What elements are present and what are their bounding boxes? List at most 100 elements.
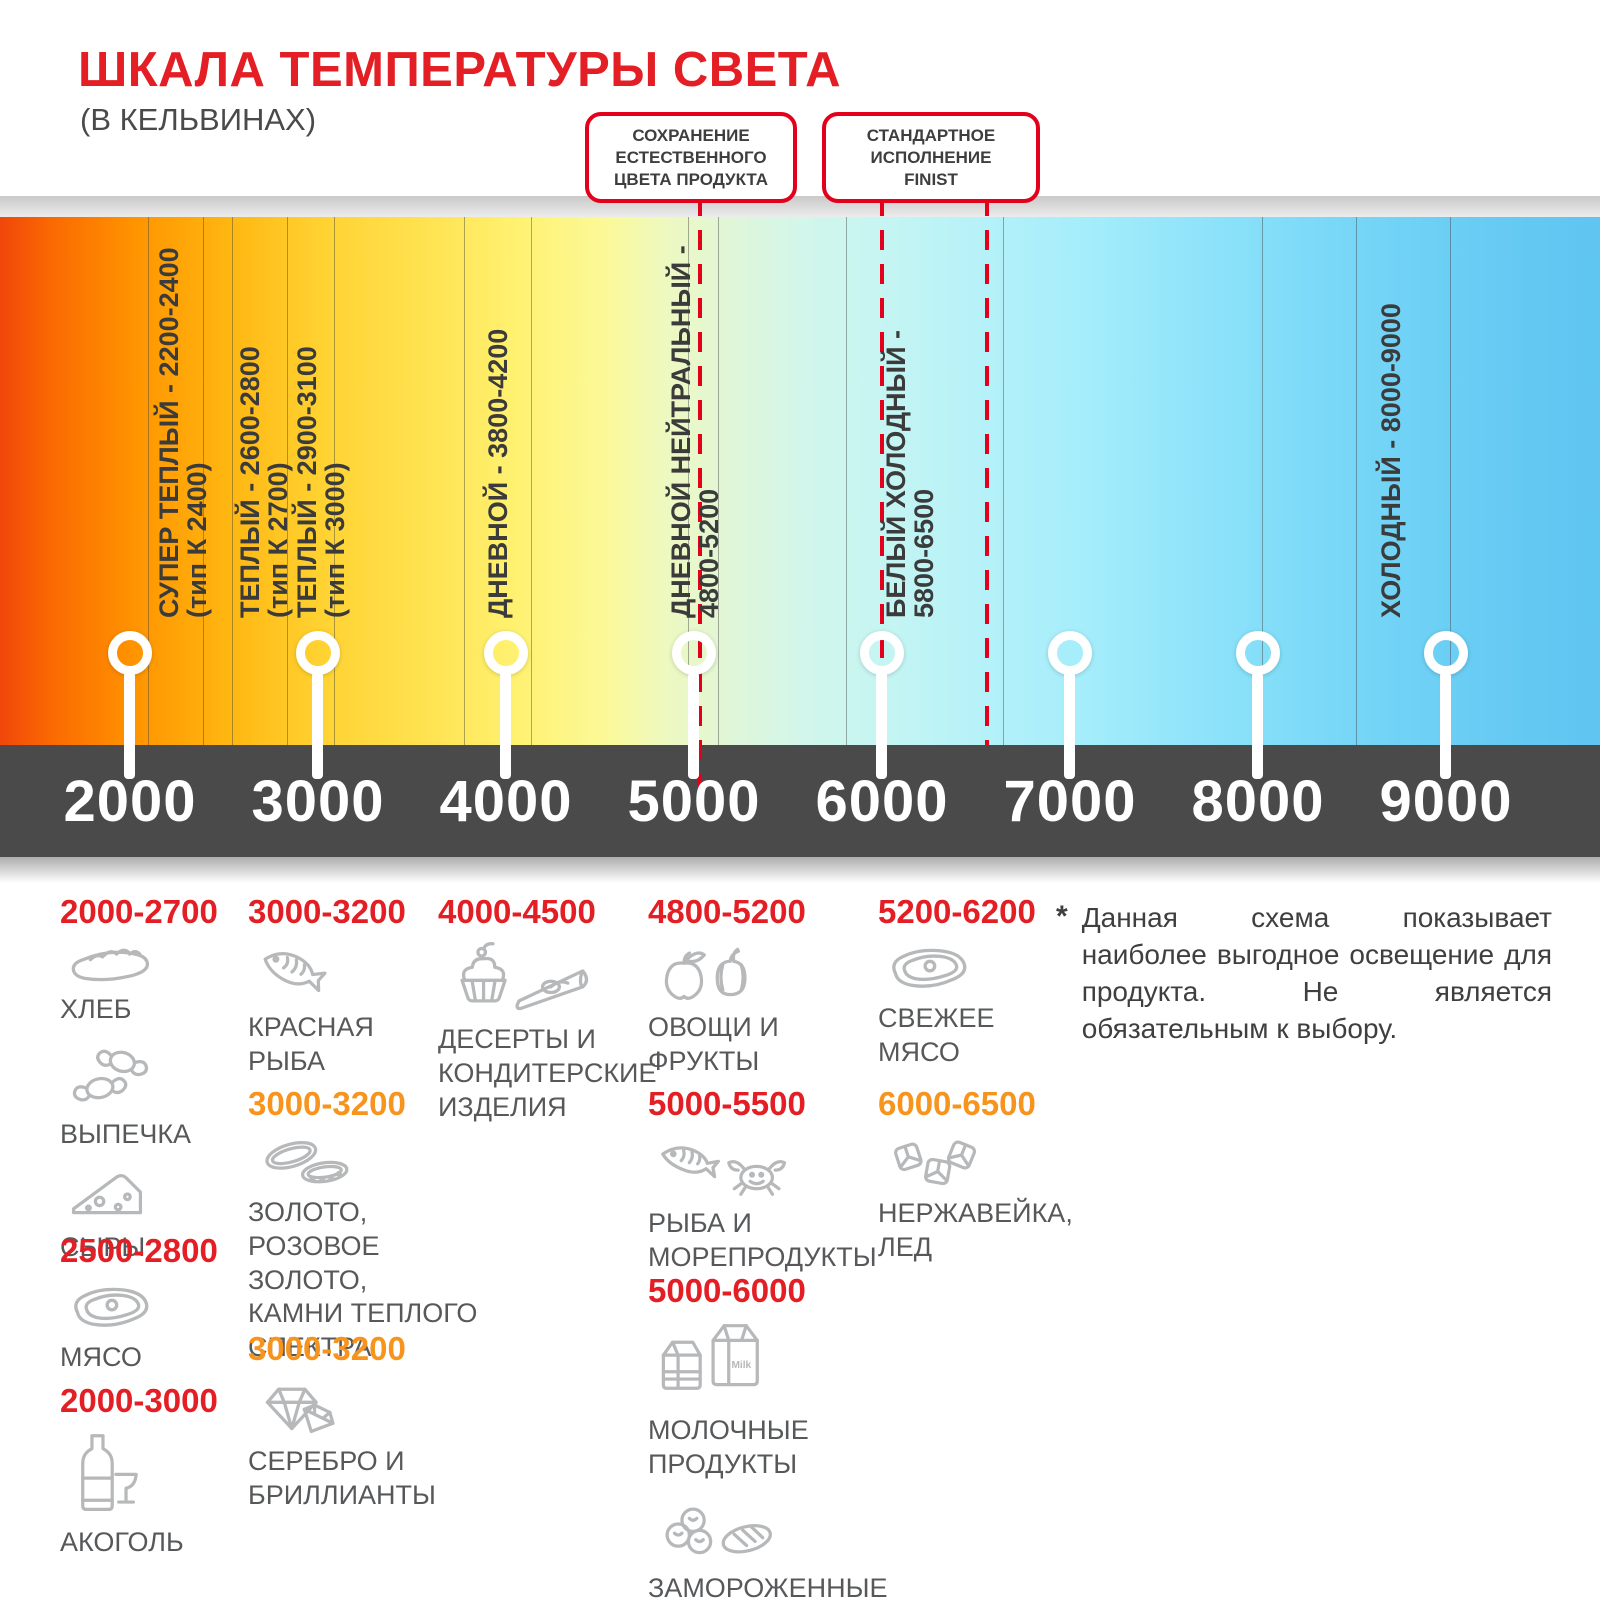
callout-finist-standard: СТАНДАРТНОЕ ИСПОЛНЕНИЕ FINIST — [822, 112, 1040, 204]
item-label: ХЛЕБ — [60, 994, 132, 1024]
legend-group: 3000-3200 ЗОЛОТО, РОЗОВОЕ ЗОЛОТО, К — [248, 1085, 478, 1379]
croissant-icon — [68, 1041, 250, 1114]
legend-item: ВЫПЕЧКА — [60, 1041, 250, 1152]
legend-item: СЕРЕБРО И БРИЛЛИАНТЫ — [248, 1378, 458, 1513]
legend-item: АКОГОЛЬ — [60, 1430, 250, 1560]
milk-products-icon: Milk — [656, 1320, 948, 1410]
item-label: ВЫПЕЧКА — [60, 1118, 192, 1149]
axis-tick-8000: 8000 — [1191, 769, 1325, 834]
scale-gridline — [846, 217, 847, 745]
scale-gridline — [1003, 217, 1004, 745]
item-label: ОВОЩИ И ФРУКТЫ — [648, 1012, 779, 1076]
range-label: 5000-6000 — [648, 1272, 806, 1309]
scale-gridline — [1356, 217, 1357, 745]
range-label: 3000-3200 — [248, 1330, 406, 1367]
callout-connector-line — [698, 196, 702, 796]
band-label-cold: ХОЛОДНЫЙ - 8000-9000 — [1376, 303, 1406, 618]
footnote-asterisk: * — [1056, 900, 1068, 933]
range-label: 4000-4500 — [438, 893, 596, 930]
scale-gridline — [334, 217, 335, 745]
legend-group: 4000-4500 ДЕСЕРТЫ И КОНДИТЕРСКИЕ ИЗДЕЛИЯ — [438, 893, 657, 1138]
legend-item: ДЕСЕРТЫ И КОНДИТЕРСКИЕ ИЗДЕЛИЯ — [438, 941, 657, 1124]
footnote-text: Данная схема показывает наиболее выгодно… — [1081, 902, 1552, 1044]
item-label: НЕРЖАВЕЙКА, ЛЕД — [878, 1198, 1073, 1262]
legend-item: ЗОЛОТО, РОЗОВОЕ ЗОЛОТО, КАМНИ ТЕПЛОГО СП… — [248, 1133, 478, 1365]
item-label: ЗАМОРОЖЕННЫЕ ПОЛУФАБРИКАТЫ — [648, 1572, 888, 1600]
range-label: 6000-6500 — [878, 1085, 1036, 1122]
diamonds-icon — [256, 1378, 458, 1441]
band-label-super-warm: СУПЕР ТЕПЛЫЙ - 2200-2400 (тип К 2400) — [154, 247, 212, 618]
legend-item: НЕРЖАВЕЙКА, ЛЕД — [878, 1133, 1088, 1265]
legend-item: МЯСО — [60, 1280, 250, 1375]
item-label: РЫБА И МОРЕПРОДУКТЫ — [648, 1208, 877, 1272]
legend-group: 2000-3000 АКОГОЛЬ — [60, 1382, 250, 1574]
legend-group: 5000-5500 РЫБА И МОРЕПРОДУКТЫ — [648, 1085, 908, 1289]
item-label: МОЛОЧНЫЕ ПРОДУКТЫ — [648, 1415, 809, 1479]
band-label-daylight-neutral: ДНЕВНОЙ НЕЙТРАЛЬНЫЙ - 4800-5200 — [666, 245, 724, 618]
band-label-warm-2700: ТЕПЛЫЙ - 2600-2800 (тип К 2700) — [235, 346, 293, 618]
axis-shadow — [0, 857, 1600, 883]
item-label: СВЕЖЕЕ МЯСО — [878, 1003, 995, 1067]
scale-gridline — [232, 217, 233, 745]
scale-gridline — [718, 217, 719, 745]
scale-gridline — [688, 217, 689, 745]
gold-rings-icon — [256, 1133, 478, 1192]
range-label: 3000-3200 — [248, 893, 406, 930]
item-label: СЫРЫ — [60, 1231, 146, 1262]
range-label: 5200-6200 — [878, 893, 1036, 930]
fruits-vegetables-icon — [656, 941, 868, 1007]
fresh-meat-icon — [886, 941, 1078, 998]
legend-item: СЫРЫ — [60, 1166, 250, 1265]
legend-item: СВЕЖЕЕ МЯСО — [878, 941, 1078, 1070]
callout-connector-line — [985, 196, 989, 745]
legend-group: 5000-6000 Milk МОЛОЧНЫЕ ПРОДУКТЫ — [648, 1272, 948, 1600]
legend-group: 4800-5200 ОВОЩИ И ФРУКТЫ — [648, 893, 868, 1093]
range-label: 2000-3000 — [60, 1382, 218, 1419]
frozen-food-icon — [656, 1496, 948, 1568]
top-shadow-strip — [0, 196, 1600, 217]
legend-item: ОВОЩИ И ФРУКТЫ — [648, 941, 868, 1079]
axis-tick-6000: 6000 — [815, 769, 949, 834]
cheese-icon — [68, 1166, 250, 1227]
legend-group: 5200-6200 СВЕЖЕЕ МЯСО — [878, 893, 1078, 1084]
legend-item: РЫБА И МОРЕПРОДУКТЫ — [648, 1133, 908, 1275]
axis-tick-7000: 7000 — [1003, 769, 1137, 834]
red-fish-icon — [256, 941, 448, 1007]
kelvin-gradient-band — [0, 217, 1600, 745]
scale-gridline — [464, 217, 465, 745]
legend-group: 3000-3200 СЕРЕБРО И БРИЛЛИАНТЫ — [248, 1330, 458, 1527]
callout-natural-color: СОХРАНЕНИЕ ЕСТЕСТВЕННОГО ЦВЕТА ПРОДУКТА — [585, 112, 797, 204]
scale-gridline — [1450, 217, 1451, 745]
item-label: ЗОЛОТО, РОЗОВОЕ ЗОЛОТО, КАМНИ ТЕПЛОГО СП… — [248, 1197, 478, 1362]
scale-gridline — [148, 217, 149, 745]
axis-tick-5000: 5000 — [627, 769, 761, 834]
legend-group: 2500-2800 МЯСО — [60, 1232, 250, 1389]
footnote: * Данная схема показывает наиболее выгод… — [1056, 900, 1552, 1048]
milk-icon-text: Milk — [731, 1360, 751, 1371]
fish-seafood-icon — [656, 1133, 908, 1203]
alcohol-icon — [68, 1430, 250, 1522]
legend-item: ЗАМОРОЖЕННЫЕ ПОЛУФАБРИКАТЫ — [648, 1496, 948, 1600]
item-label: ДЕСЕРТЫ И КОНДИТЕРСКИЕ ИЗДЕЛИЯ — [438, 1024, 657, 1122]
band-label-daylight: ДНЕВНОЙ - 3800-4200 — [483, 328, 513, 618]
legend-group: 3000-3200 КРАСНАЯ РЫБА — [248, 893, 448, 1093]
scale-gridline — [287, 217, 288, 745]
page-subtitle: (В КЕЛЬВИНАХ) — [80, 102, 317, 137]
legend-item: КРАСНАЯ РЫБА — [248, 941, 448, 1079]
legend-group: 6000-6500 НЕР — [878, 1085, 1088, 1279]
item-label: КРАСНАЯ РЫБА — [248, 1012, 374, 1076]
scale-gridline — [1262, 217, 1263, 745]
item-label: МЯСО — [60, 1342, 142, 1372]
item-label: СЕРЕБРО И БРИЛЛИАНТЫ — [248, 1446, 436, 1510]
kelvin-axis-band — [0, 745, 1600, 857]
axis-tick-4000: 4000 — [439, 769, 573, 834]
legend-item: Milk МОЛОЧНЫЕ ПРОДУКТЫ — [648, 1320, 948, 1482]
scale-gridline — [203, 217, 204, 745]
axis-tick-3000: 3000 — [251, 769, 385, 834]
range-label: 3000-3200 — [248, 1085, 406, 1122]
range-label: 2000-2700 — [60, 893, 218, 930]
meat-steak-icon — [68, 1280, 250, 1337]
item-label: АКОГОЛЬ — [60, 1527, 184, 1557]
range-label: 4800-5200 — [648, 893, 806, 930]
